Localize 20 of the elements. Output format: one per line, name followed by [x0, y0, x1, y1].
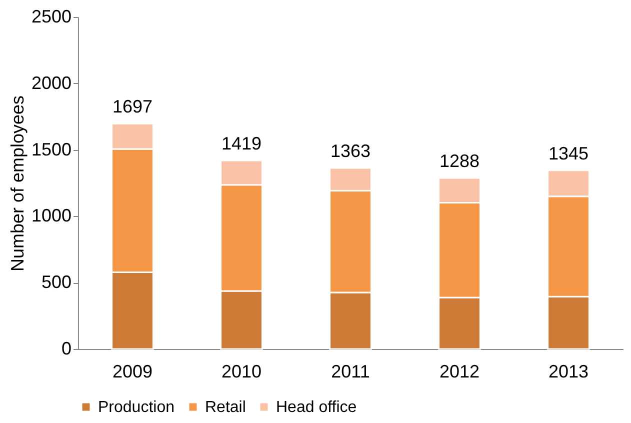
total-label: 1288: [439, 150, 480, 171]
total-label: 1697: [112, 96, 153, 117]
y-tick-label: 2500: [31, 6, 72, 26]
legend-label: Head office: [276, 399, 357, 416]
y-tick-label: 1500: [31, 139, 72, 160]
total-label: 1345: [548, 143, 589, 164]
y-tick-label: 2000: [31, 72, 72, 93]
x-tick-label: 2013: [548, 362, 589, 382]
x-tick-label: 2009: [112, 362, 153, 382]
x-tick-label: 2011: [331, 362, 370, 382]
y-tick-label: 0: [61, 338, 72, 358]
total-label: 1419: [221, 134, 262, 154]
x-tick-label: 2010: [221, 362, 262, 382]
legend-label: Retail: [205, 399, 246, 416]
y-tick-label: 1000: [31, 206, 72, 226]
total-label: 1363: [330, 140, 371, 161]
y-tick-label: 500: [41, 272, 72, 292]
legend-label: Production: [98, 399, 174, 416]
x-tick-label: 2012: [439, 362, 480, 382]
y-axis-title: Number of employees: [7, 95, 28, 272]
